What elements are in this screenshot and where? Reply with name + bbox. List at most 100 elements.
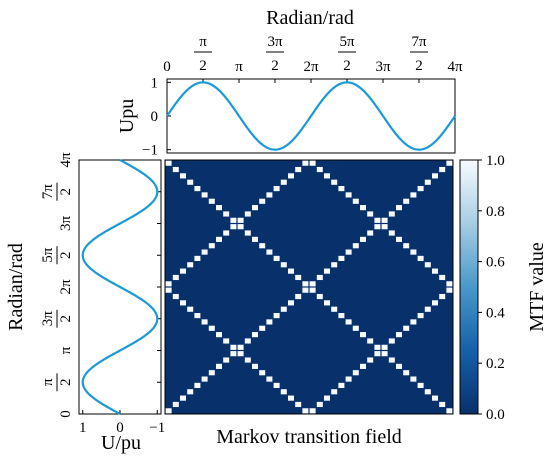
heatmap-cell (324, 268, 330, 274)
colorbar-label: MTF value (526, 242, 548, 332)
heatmap-cell (244, 211, 251, 217)
heatmap-cell (331, 262, 338, 268)
heatmap-cell (216, 363, 222, 369)
heatmap-cell (165, 281, 172, 287)
heatmap-cell (410, 376, 417, 382)
heatmap-cell (180, 300, 186, 306)
heatmap-cell (252, 363, 258, 369)
heatmap-cell (187, 389, 194, 395)
colorbar-tick-label-0: 0.0 (486, 407, 505, 423)
left-sine-curve (81, 159, 159, 415)
heatmap-cell (424, 389, 431, 395)
heatmap-cell (244, 338, 251, 344)
heatmap-cell (273, 382, 280, 388)
heatmap-cell (410, 319, 417, 325)
heatmap-cell (316, 401, 323, 408)
heatmap-cell (432, 300, 438, 306)
heatmap-cell (223, 230, 230, 236)
top-xtick-label-4: 2π (303, 59, 319, 75)
heatmap-cell (309, 408, 316, 414)
top-xtick-label-0: 0 (163, 59, 171, 75)
heatmap-cell (417, 382, 424, 388)
heatmap-cell (259, 198, 266, 204)
heatmap-cell (316, 293, 323, 300)
heatmap-cell (237, 344, 244, 350)
heatmap-cell (194, 255, 201, 261)
heatmap-cell (432, 395, 438, 401)
heatmap-cell (266, 319, 273, 325)
heatmap-cell (424, 179, 431, 185)
top-xtick-label-den-1: 2 (199, 58, 207, 74)
heatmap-cell (345, 376, 352, 382)
heatmap-cell (403, 370, 410, 376)
heatmap-cell (208, 198, 215, 204)
top-sine-curve (166, 81, 456, 151)
heatmap-cell (446, 408, 453, 414)
left-xtick-label-2: −1 (149, 420, 165, 436)
heatmap-frame (164, 159, 454, 415)
heatmap-cell (201, 192, 208, 198)
heatmap-cell (446, 160, 453, 166)
heatmap-cell (201, 376, 208, 382)
heatmap-cell (172, 401, 179, 408)
heatmap-cell (273, 255, 280, 261)
heatmap-cell (273, 313, 280, 319)
top-xtick-label-2: π (235, 59, 243, 75)
heatmap-cell (187, 306, 194, 312)
left-ytick-label-2: π (58, 346, 74, 354)
top-ytick-label-1: 0 (151, 109, 159, 125)
left-ytick-label-den-1: 2 (58, 378, 74, 386)
top-xtick-label-den-7: 2 (415, 58, 423, 74)
heatmap-cell (424, 306, 431, 312)
heatmap-cell (439, 166, 446, 173)
heatmap-cell (388, 230, 395, 236)
heatmap-cell (410, 192, 417, 198)
left-ytick-label-4: 2π (58, 279, 74, 295)
mtf-heatmap (165, 160, 453, 414)
heatmap-cell (388, 338, 395, 344)
heatmap-cell (338, 382, 345, 388)
heatmap-cell (381, 217, 388, 223)
heatmap-cell (439, 274, 446, 281)
heatmap-cell (266, 249, 273, 255)
heatmap-cell (252, 236, 258, 242)
heatmap-cell (201, 249, 208, 255)
heatmap-cell (302, 408, 309, 414)
heatmap-cell (230, 217, 237, 223)
heatmap-cell (273, 186, 280, 192)
colorbar-tick-label-2: 0.4 (486, 305, 505, 321)
heatmap-cell (244, 230, 251, 236)
left-plot-ylabel: Radian/rad (5, 243, 27, 331)
heatmap-cell (208, 243, 215, 249)
heatmap-cell (316, 166, 323, 173)
heatmap-cell (367, 230, 374, 236)
left-plot-xticks: 1 0 −1 (79, 410, 165, 436)
heatmap-cell (223, 338, 230, 344)
heatmap-cell (403, 198, 410, 204)
heatmap-cell (338, 313, 345, 319)
heatmap-cell (331, 389, 338, 395)
top-plot-title: Radian/rad (266, 7, 354, 29)
heatmap-cell (417, 186, 424, 192)
heatmap-cell (216, 236, 222, 242)
heatmap-cell (446, 281, 453, 287)
heatmap-cell (360, 205, 366, 211)
left-ytick-label-6: 3π (58, 216, 74, 232)
heatmap-cell (439, 293, 446, 300)
heatmap-cell (180, 173, 186, 179)
heatmap-cell (230, 344, 237, 350)
heatmap-cell (259, 325, 266, 331)
heatmap-cell (374, 344, 381, 350)
heatmap-cell (252, 332, 258, 338)
heatmap-cell (388, 357, 395, 363)
heatmap-cell (295, 401, 302, 408)
colorbar-ticks: 0.0 0.2 0.4 0.6 0.8 1.0 (478, 153, 505, 423)
heatmap-cell (396, 332, 402, 338)
left-ytick-label-num-5: 5π (40, 247, 56, 262)
left-ytick-label-num-7: 7π (40, 184, 56, 200)
heatmap-cell (172, 166, 179, 173)
heatmap-cell (367, 211, 374, 217)
heatmap-cell (165, 287, 172, 293)
left-ytick-label-8: 4π (58, 152, 74, 168)
